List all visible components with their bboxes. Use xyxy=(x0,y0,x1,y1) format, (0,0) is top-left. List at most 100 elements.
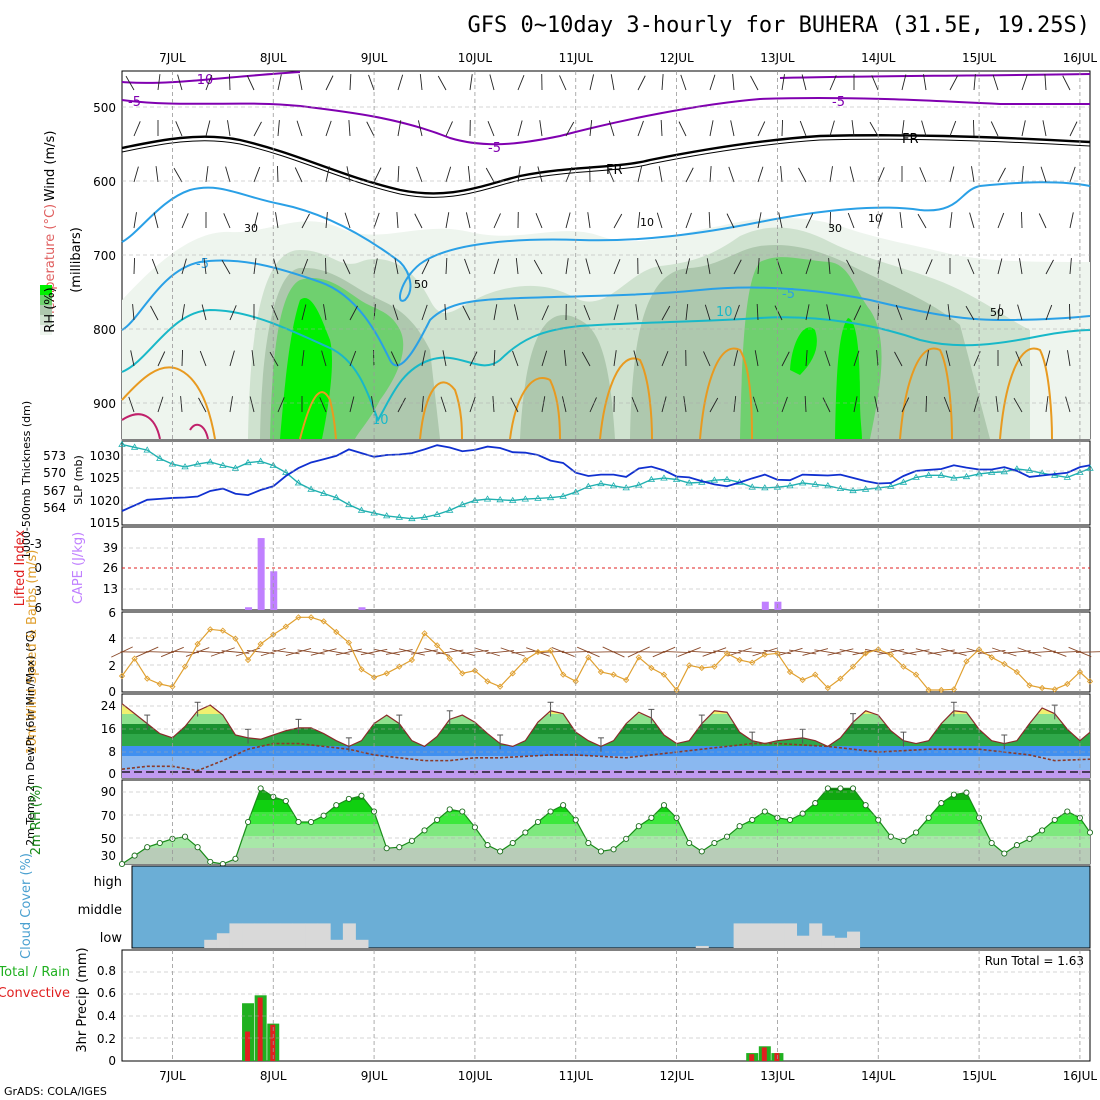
wind-barb xyxy=(180,396,183,413)
cape-tick: 13 xyxy=(103,582,118,596)
ytick: 500 xyxy=(93,101,116,115)
wind-barb xyxy=(919,167,927,183)
wind-barb xyxy=(205,74,213,91)
wind-point xyxy=(597,668,605,676)
thickness-point xyxy=(282,468,290,475)
chart-title: GFS 0~10day 3-hourly for BUHERA (31.5E, … xyxy=(467,13,1090,38)
date-label: 11JUL xyxy=(559,1069,594,1083)
wind-barb xyxy=(607,167,615,183)
wind-barb xyxy=(322,649,350,655)
thickness-point xyxy=(572,488,580,495)
temp-contour--10 xyxy=(121,71,301,84)
rh2-point xyxy=(257,785,264,792)
wind-barb xyxy=(1040,166,1047,183)
surface-wind-barbs xyxy=(111,646,1100,658)
thickness-tick: 567 xyxy=(43,484,66,498)
date-label: 15JUL xyxy=(962,51,997,65)
cape-tick: 39 xyxy=(103,541,118,555)
wind-barb xyxy=(877,258,881,275)
wind-barb xyxy=(421,304,428,321)
wind-barb xyxy=(269,351,279,367)
wind-barb xyxy=(273,258,279,275)
wind-barb xyxy=(897,258,903,275)
wind-barb xyxy=(1045,259,1054,275)
ylabel-rh2m: 2m RH (%) xyxy=(29,785,44,856)
ytick: 2 xyxy=(108,659,116,673)
wind-barb xyxy=(728,166,735,183)
low-cloud-bars xyxy=(204,923,861,948)
rh2-point xyxy=(333,802,340,809)
wind-point xyxy=(484,678,491,685)
thickness-point xyxy=(345,500,353,508)
footer-credit: GrADS: COLA/IGES xyxy=(4,1085,107,1098)
date-label: 16JUL xyxy=(1063,51,1098,65)
rh2-point xyxy=(711,839,718,847)
rh2-point xyxy=(749,816,756,823)
rh2-point xyxy=(988,839,995,847)
thickness-point xyxy=(546,493,555,501)
rh2-point xyxy=(320,812,327,819)
thickness-point xyxy=(912,473,920,480)
wind-point xyxy=(862,650,869,657)
wind-barb xyxy=(781,351,790,367)
wind-barb xyxy=(342,259,351,275)
wind-barb xyxy=(535,212,543,229)
wind-barb xyxy=(583,304,591,321)
wind-point xyxy=(887,651,894,658)
thickness-point xyxy=(483,495,492,502)
wind-barb xyxy=(1021,74,1028,91)
wind-barb xyxy=(310,648,337,656)
wind-barb xyxy=(949,166,955,183)
rh2-point xyxy=(597,848,605,855)
wind-barb xyxy=(902,649,930,655)
wind-barb xyxy=(757,212,762,229)
wind-barb xyxy=(726,213,735,229)
cape-bars xyxy=(245,538,782,610)
wind-barb xyxy=(805,350,808,367)
cloud-bar xyxy=(784,923,798,948)
wind-barb xyxy=(656,212,663,229)
ylabel-thickness: 1000-500mb Thickness (dm) xyxy=(20,401,33,559)
temp-contour-fr2 xyxy=(121,138,1091,198)
wind-barb xyxy=(485,167,495,183)
cape-bar xyxy=(358,607,366,610)
li-tick: 0 xyxy=(34,561,42,575)
wind-barb xyxy=(493,213,501,229)
li-tick: 6 xyxy=(34,601,42,615)
dewpoint-series-line xyxy=(121,742,1091,772)
wind-barb xyxy=(678,121,687,137)
cloud-bar xyxy=(771,923,785,948)
wind-barb xyxy=(949,75,958,91)
wind-barb xyxy=(277,74,282,91)
rh2-point xyxy=(1064,808,1071,815)
thickness-point xyxy=(924,471,933,478)
wind-barb xyxy=(510,397,519,413)
wind-point xyxy=(370,674,378,681)
wind-barb xyxy=(324,257,327,275)
wind-barb xyxy=(349,73,352,91)
wind-barb xyxy=(392,304,399,321)
wind-barb xyxy=(581,351,591,367)
wind-barb xyxy=(157,396,164,413)
wind-barb xyxy=(171,650,199,654)
rh2-point xyxy=(484,842,491,849)
wind-barb xyxy=(990,121,999,137)
ytick: 0.6 xyxy=(97,986,116,1000)
cloud-bar xyxy=(847,931,861,948)
rh2-point xyxy=(623,835,630,842)
wind-barb xyxy=(1013,397,1023,413)
thickness-point xyxy=(849,486,857,494)
rh2-point xyxy=(560,802,567,809)
thickness-point xyxy=(446,506,454,513)
wind-barb xyxy=(385,649,413,655)
wind-barb xyxy=(777,647,803,657)
date-label: 10JUL xyxy=(458,51,493,65)
wind-barb xyxy=(296,120,303,137)
thickness-point xyxy=(962,472,971,480)
precip-conv-bar xyxy=(761,1047,767,1061)
temp-contour-FR xyxy=(121,134,1091,195)
thickness-point xyxy=(1025,466,1034,473)
wind-barb xyxy=(373,167,382,183)
thickness-point xyxy=(206,458,214,465)
wind-barb xyxy=(360,648,388,656)
